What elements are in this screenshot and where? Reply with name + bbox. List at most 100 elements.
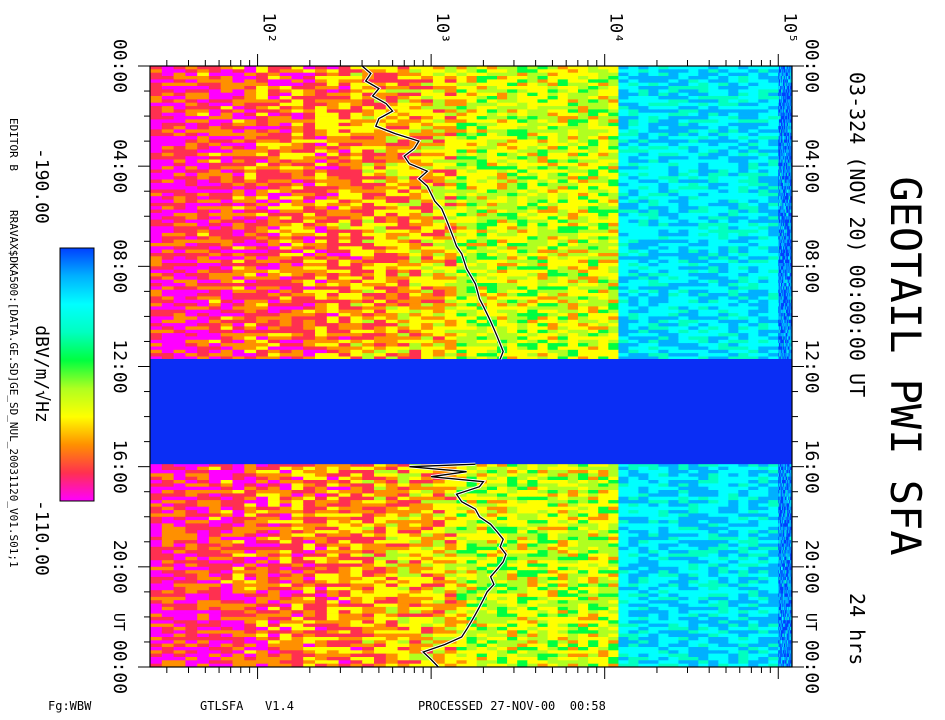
spectrum-cell <box>787 79 789 84</box>
spectrum-cell <box>517 216 528 220</box>
spectrum-cell <box>738 176 749 180</box>
spectrum-cell <box>708 152 719 157</box>
spectrum-cell <box>779 69 781 73</box>
spectrum-cell <box>638 122 649 127</box>
spectrum-cell <box>547 176 559 180</box>
spectrum-cell <box>781 202 783 207</box>
spectrum-cell <box>374 249 387 254</box>
spectrum-cell <box>758 86 769 90</box>
spectrum-cell <box>788 212 790 217</box>
spectrum-cell <box>781 253 783 257</box>
spectrum-cell <box>185 196 198 200</box>
spectrum-cell <box>537 206 549 210</box>
spectrum-cell <box>567 139 579 144</box>
spectrum-cell <box>232 206 245 210</box>
spectrum-cell <box>718 206 729 210</box>
spectrum-cell <box>780 226 782 230</box>
spectrum-cell <box>557 189 569 194</box>
spectrum-cell <box>315 249 328 254</box>
spectrum-cell <box>421 239 434 244</box>
spectrum-cell <box>588 172 599 177</box>
spectrum-cell <box>338 222 351 227</box>
spectrum-cell <box>486 149 498 154</box>
spectrum-cell <box>618 132 629 137</box>
spectrum-cell <box>537 162 549 167</box>
spectrum-cell <box>785 79 787 84</box>
spectrum-cell <box>486 209 498 214</box>
spectrum-cell <box>517 256 528 260</box>
spectrum-cell <box>476 122 488 127</box>
spectrum-cell <box>173 92 186 97</box>
spectrum-cell <box>678 136 689 140</box>
spectrum-cell <box>557 249 569 254</box>
spectrum-cell <box>466 109 478 114</box>
spectrum-cell <box>618 263 629 267</box>
spectrum-cell <box>350 246 363 250</box>
spectrum-cell <box>256 149 269 154</box>
spectrum-cell <box>547 263 559 267</box>
spectrum-cell <box>557 76 569 80</box>
spectrum-cell <box>350 139 363 144</box>
spectrum-cell <box>315 192 328 197</box>
spectrum-cell <box>728 112 739 117</box>
spectrum-cell <box>409 239 422 244</box>
spectrum-cell <box>668 273 679 277</box>
spectrum-cell <box>326 89 340 94</box>
spectrum-cell <box>557 182 569 187</box>
spectrum-cell <box>784 236 786 240</box>
spectrum-cell <box>789 246 792 250</box>
spectrum-cell <box>768 96 779 100</box>
spectrum-cell <box>648 259 659 264</box>
spectrum-cell <box>728 96 739 100</box>
spectrum-cell <box>374 82 387 87</box>
spectrum-cell <box>787 222 789 227</box>
spectrum-cell <box>780 243 782 247</box>
spectrum-cell <box>456 159 468 164</box>
spectrum-cell <box>787 263 789 267</box>
spectrum-cell <box>678 273 689 277</box>
spectrum-cell <box>220 119 234 124</box>
spectrum-cell <box>350 206 363 210</box>
spectrum-cell <box>173 216 186 220</box>
spectrum-cell <box>688 129 699 134</box>
spectrum-cell <box>507 79 518 84</box>
spectrum-cell <box>338 196 351 200</box>
spectrum-cell <box>362 149 375 154</box>
spectrum-cell <box>244 169 257 174</box>
spectrum-cell <box>748 72 759 77</box>
spectrum-cell <box>778 82 781 87</box>
spectrum-cell <box>738 116 749 120</box>
spectrum-cell <box>783 122 785 127</box>
spectrum-cell <box>758 182 769 187</box>
spectrum-cell <box>668 82 679 87</box>
spectrum-cell <box>338 146 351 150</box>
spectrum-cell <box>588 142 599 147</box>
spectrum-cell <box>338 129 351 134</box>
spectrum-cell <box>787 232 789 237</box>
spectrum-cell <box>728 216 739 220</box>
spectrum-cell <box>256 72 269 77</box>
spectrum-cell <box>350 186 363 190</box>
spectrum-cell <box>150 106 163 110</box>
spectrum-cell <box>326 162 340 167</box>
spectrum-cell <box>598 263 609 267</box>
spectrum-cell <box>537 92 549 97</box>
spectrum-cell <box>256 256 269 260</box>
spectrum-cell <box>598 169 609 174</box>
spectrum-cell <box>678 102 689 107</box>
spectrum-cell <box>161 106 175 110</box>
spectrum-cell <box>668 96 679 100</box>
spectrum-cell <box>326 146 340 150</box>
spectrum-cell <box>786 192 788 197</box>
spectrum-cell <box>409 116 422 120</box>
spectrum-cell <box>397 253 410 257</box>
spectrum-cell <box>658 129 669 134</box>
spectrum-cell <box>783 72 785 77</box>
spectrum-cell <box>432 196 446 200</box>
spectrum-cell <box>578 192 589 197</box>
spectrum-cell <box>486 126 498 130</box>
spectrum-cell <box>185 172 198 177</box>
spectrum-cell <box>781 169 783 174</box>
spectrum-cell <box>220 179 234 184</box>
spectrum-cell <box>718 199 729 204</box>
